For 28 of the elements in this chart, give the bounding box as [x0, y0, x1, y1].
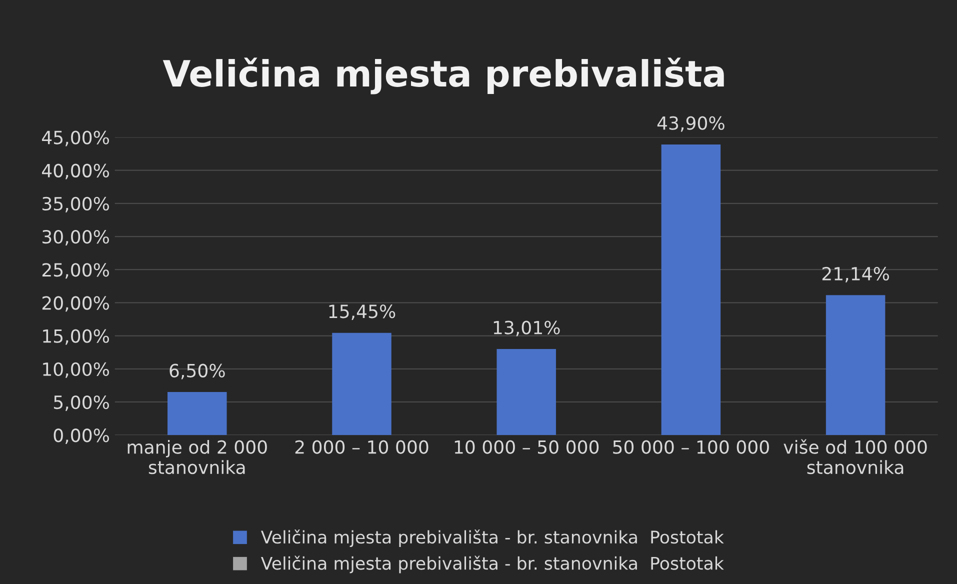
y-tick-label: 25,00%	[42, 263, 109, 279]
bar	[661, 144, 721, 436]
data-label: 21,14%	[822, 266, 889, 282]
y-tick-label: 10,00%	[43, 362, 109, 378]
x-tick-label: manje od 2 000 stanovnika	[128, 440, 267, 474]
bar	[168, 392, 227, 436]
legend-label: Veličina mjesta prebivališta - br. stanovnika Postotak	[260, 530, 724, 548]
x-tick-label: 50 000 – 100 000	[613, 440, 769, 454]
y-tick-label: 20,00%	[42, 296, 109, 312]
legend-label: Veličina mjesta prebivališta - br. stanovnika Postotak	[260, 556, 724, 574]
chart-title: Veličina mjesta prebivališta	[162, 58, 724, 94]
y-tick-label: 40,00%	[42, 164, 109, 180]
y-tick-label: 15,00%	[43, 329, 109, 345]
x-tick-label: više od 100 000 stanovnika	[784, 439, 927, 474]
y-tick-label: 35,00%	[42, 196, 109, 212]
bar	[332, 332, 392, 436]
data-label: 6,50%	[170, 364, 225, 380]
data-label: 13,01%	[494, 320, 560, 336]
y-tick-label: 45,00%	[42, 130, 109, 146]
y-tick-label: 0,00%	[54, 428, 109, 444]
bar	[496, 348, 556, 436]
y-tick-label: 30,00%	[42, 230, 109, 246]
x-tick-label: 10 000 – 50 000	[454, 440, 599, 454]
data-label: 15,45%	[329, 304, 396, 320]
bar	[826, 295, 886, 436]
x-tick-label: 2 000 – 10 000	[295, 440, 428, 454]
y-tick-label: 5,00%	[54, 395, 109, 411]
data-label: 43,90%	[657, 116, 724, 132]
